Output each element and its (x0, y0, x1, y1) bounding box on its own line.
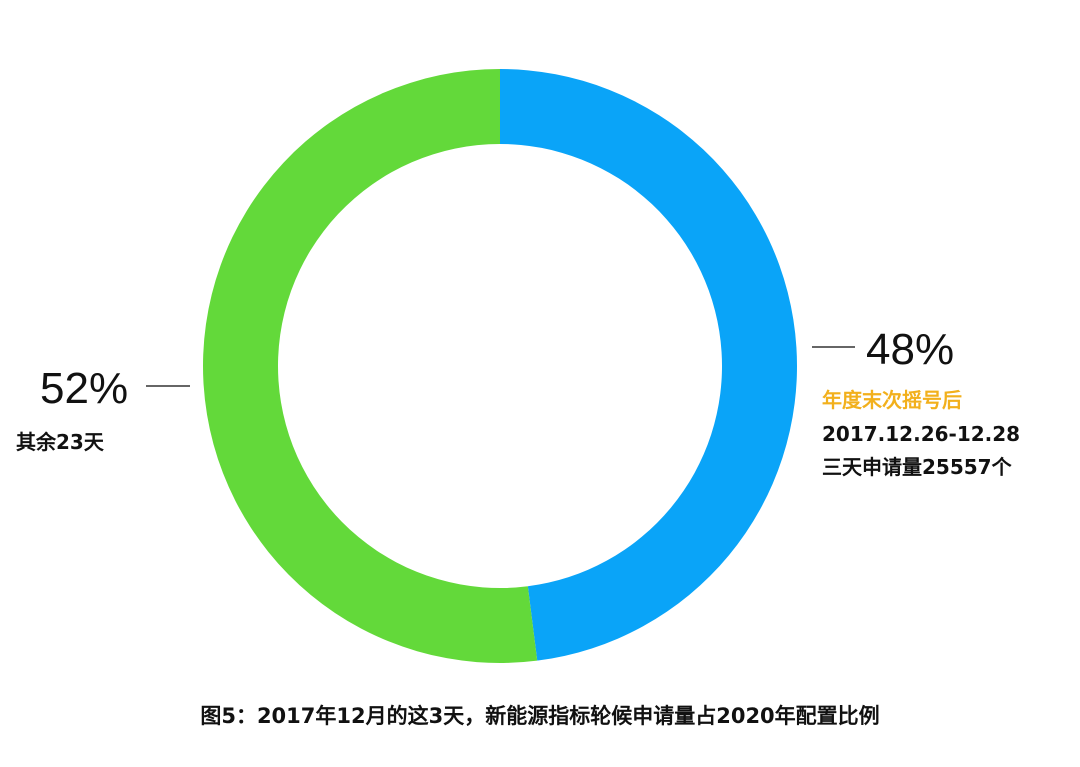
slice-label-48-line2: 2017.12.26-12.28 (822, 422, 1020, 446)
chart-caption: 图5：2017年12月的这3天，新能源指标轮候申请量占2020年配置比例 (200, 704, 880, 728)
donut-slice-52 (203, 69, 538, 663)
percent-label-52: 52% (40, 364, 128, 413)
donut-slice-48 (500, 69, 798, 661)
slice-label-48-line1: 年度末次摇号后 (822, 388, 962, 412)
percent-label-48: 48% (866, 325, 954, 374)
donut-slices (203, 69, 798, 663)
slice-label-48-line3: 三天申请量25557个 (822, 455, 1013, 479)
slice-label-52-line1: 其余23天 (16, 430, 105, 454)
